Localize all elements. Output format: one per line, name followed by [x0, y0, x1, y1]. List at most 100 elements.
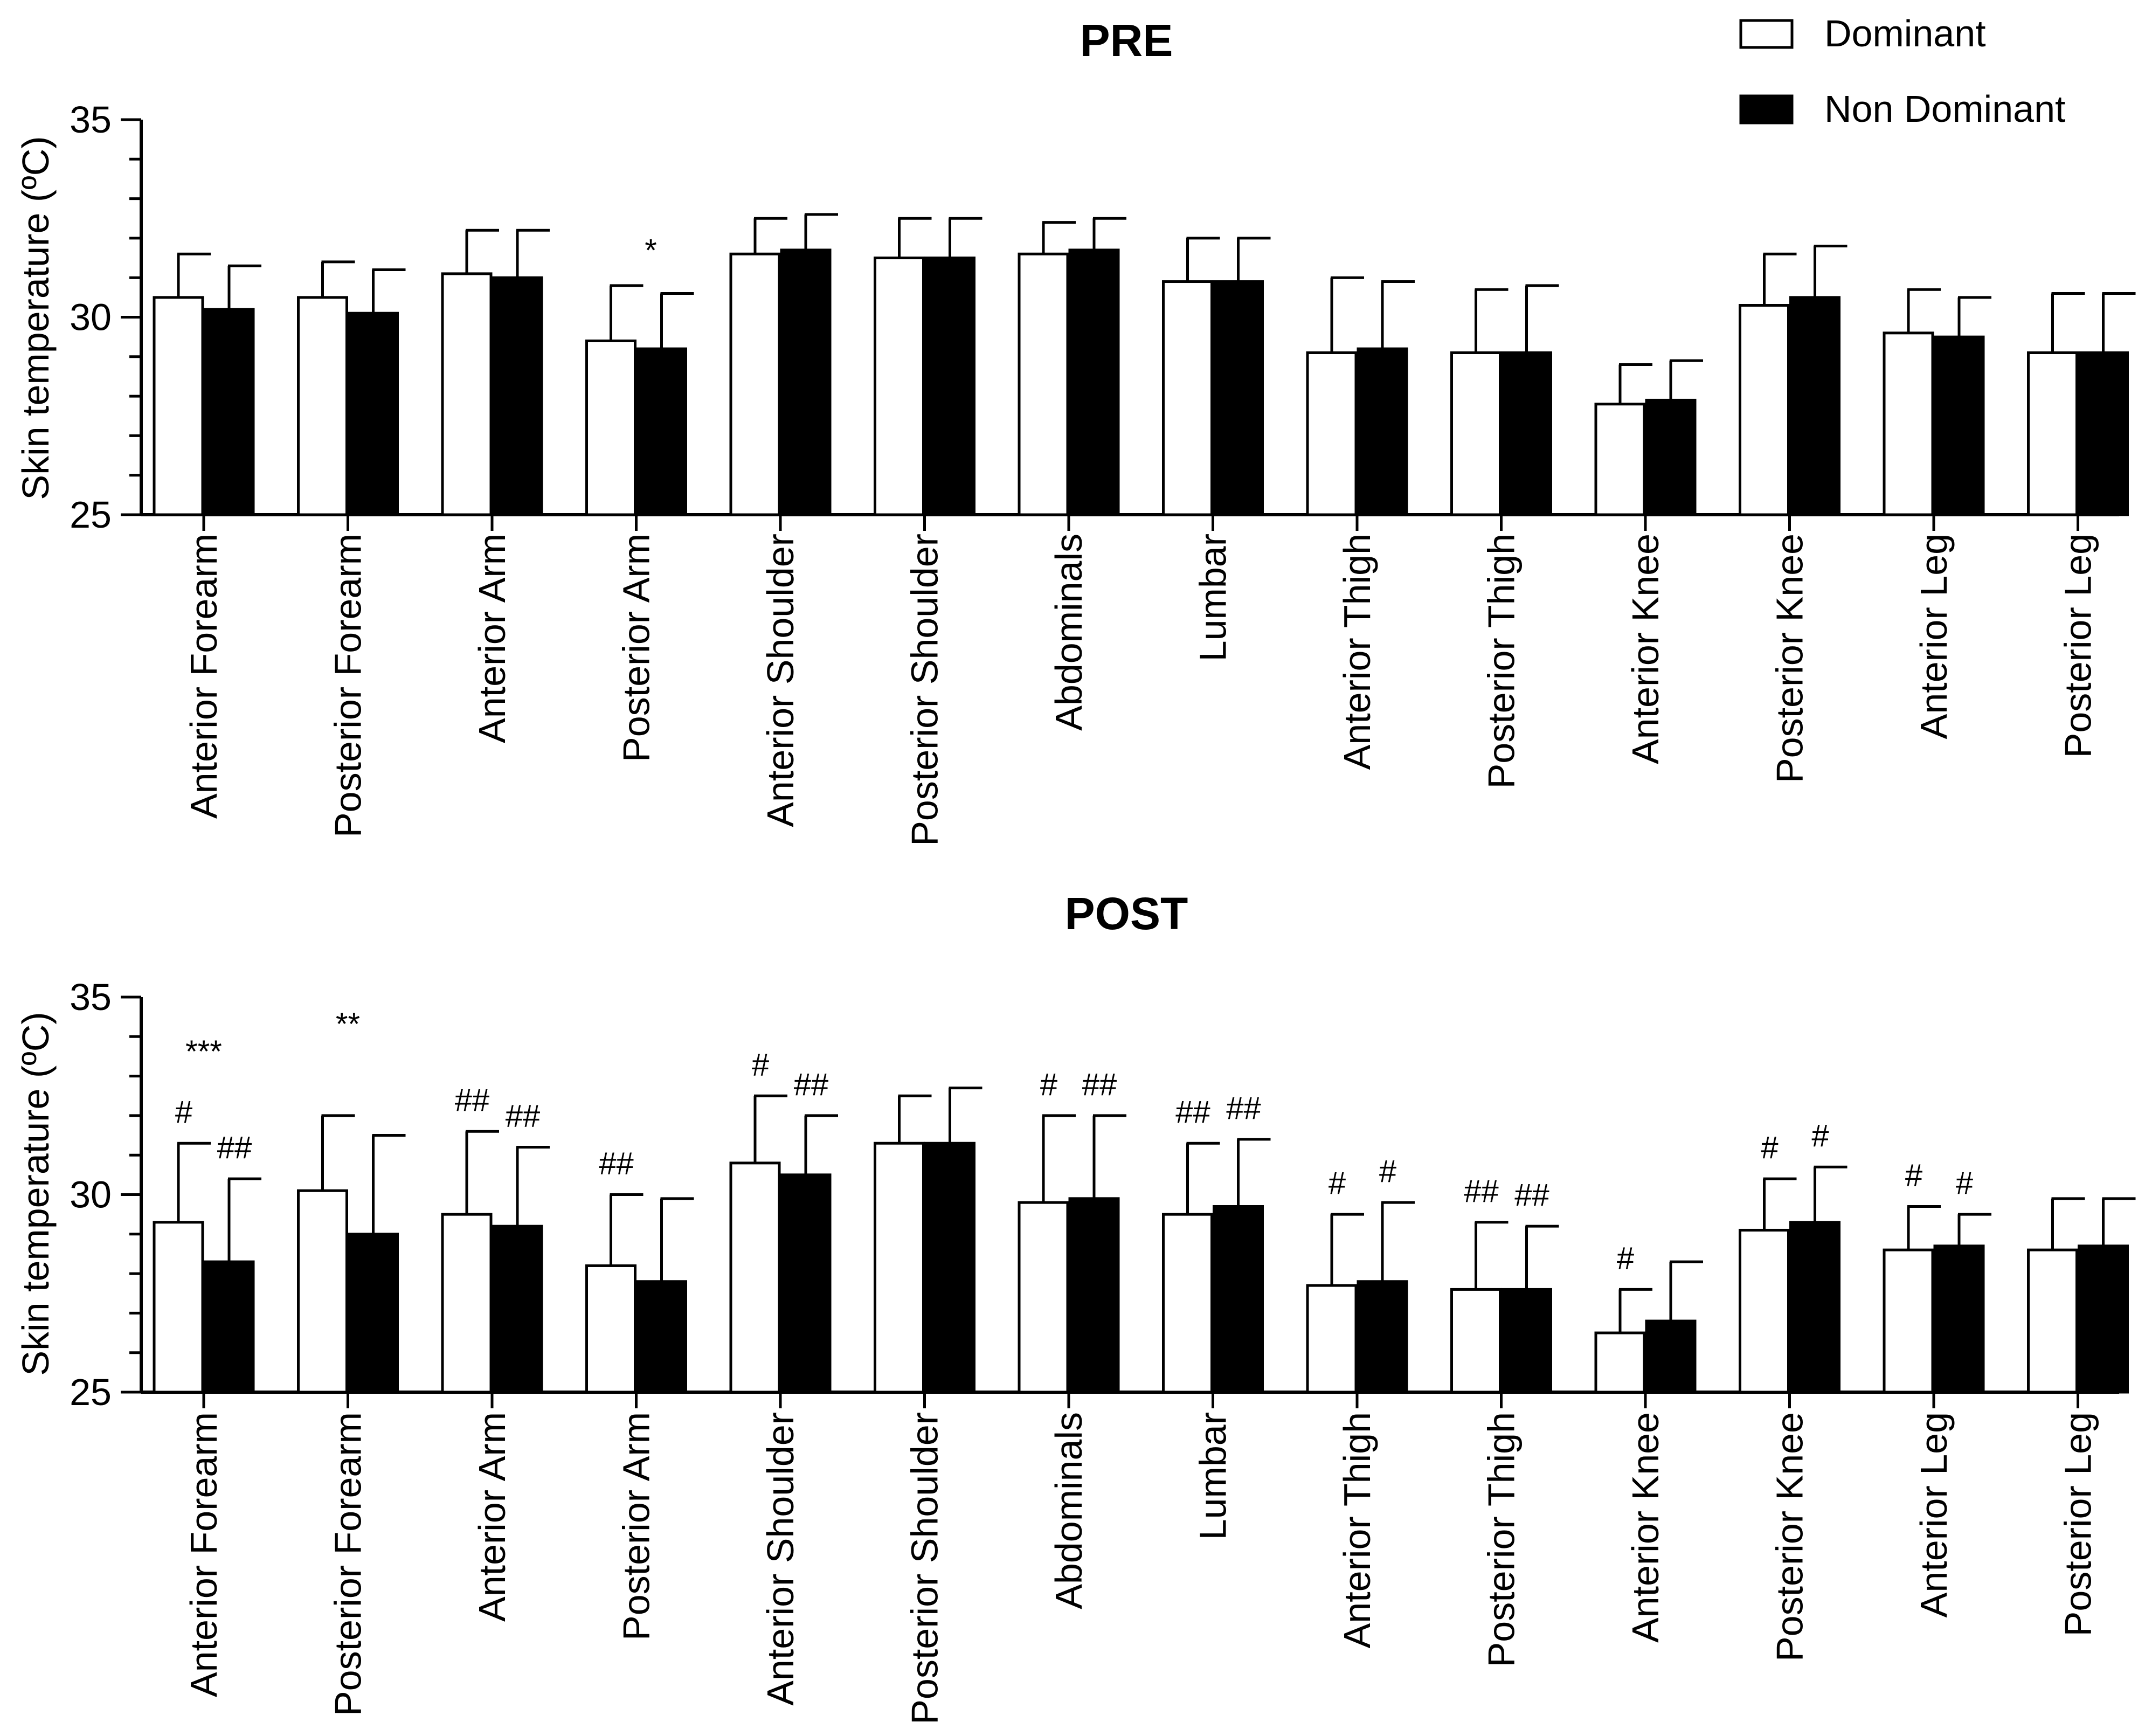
c1-bar-dominant-posterior-knee — [1739, 1228, 1790, 1394]
c0-x-tick-label-anterior-knee: Anterior Knee — [1624, 534, 1666, 764]
c0-bar-non-dominant-anterior-knee — [1645, 398, 1697, 516]
c0-bar-dominant-anterior-knee — [1594, 403, 1646, 516]
c1-bar-dominant-posterior-shoulder — [874, 1142, 925, 1394]
c1-bar-non-dominant-posterior-arm — [636, 1280, 687, 1394]
c0-bar-non-dominant-lumbar — [1213, 280, 1264, 516]
c1-annotation-16: ## — [1514, 1178, 1549, 1213]
c1-bar-dominant-posterior-thigh — [1450, 1288, 1502, 1394]
c0-x-tick-label-posterior-forearm: Posterior Forearm — [327, 534, 369, 838]
c1-annotation-3: ** — [336, 1007, 360, 1042]
c0-bar-dominant-posterior-leg — [2027, 351, 2078, 516]
c1-y-tick-label-30: 30 — [70, 1174, 112, 1216]
c1-x-tick-label-anterior-leg: Anterior Leg — [1913, 1412, 1955, 1617]
c1-annotation-17: # — [1617, 1241, 1634, 1276]
c0-bar-non-dominant-posterior-arm — [636, 347, 687, 516]
c1-x-tick-label-posterior-forearm: Posterior Forearm — [327, 1412, 369, 1716]
c1-y-tick-label-25: 25 — [70, 1371, 112, 1413]
c1-bar-non-dominant-anterior-knee — [1645, 1319, 1697, 1394]
c0-bar-non-dominant-anterior-thigh — [1357, 347, 1408, 516]
c1-bar-non-dominant-abdominals — [1068, 1197, 1120, 1394]
c1-annotation-10: ## — [1082, 1067, 1117, 1102]
c1-bar-dominant-lumbar — [1162, 1213, 1213, 1394]
c0-x-tick-label-anterior-leg: Anterior Leg — [1913, 534, 1955, 739]
legend-swatch-non-dominant — [1739, 94, 1794, 125]
c1-bar-non-dominant-posterior-thigh — [1501, 1288, 1552, 1394]
c1-bar-dominant-abdominals — [1018, 1201, 1069, 1394]
c0-bar-dominant-anterior-forearm — [153, 296, 204, 516]
c1-x-tick-label-posterior-thigh: Posterior Thigh — [1480, 1412, 1523, 1667]
c1-x-tick-label-anterior-shoulder: Anterior Shoulder — [759, 1412, 801, 1706]
c0-bar-non-dominant-anterior-arm — [492, 276, 543, 516]
legend: Dominant Non Dominant — [1739, 12, 2065, 130]
c0-y-tick-label-25: 25 — [70, 494, 112, 536]
c0-bar-dominant-anterior-leg — [1883, 331, 1934, 516]
chart-title-post: POST — [1065, 888, 1188, 939]
c1-x-tick-label-anterior-thigh: Anterior Thigh — [1336, 1412, 1378, 1648]
c1-annotation-11: ## — [1175, 1095, 1210, 1130]
c1-x-tick-label-posterior-arm: Posterior Arm — [615, 1412, 658, 1641]
pre-chart: PRE Skin temperature (ºC) 25 30 35 Anterior… — [15, 15, 2136, 846]
c1-bar-non-dominant-anterior-leg — [1933, 1244, 1985, 1394]
c0-bar-non-dominant-posterior-forearm — [348, 312, 399, 516]
post-chart: POST Skin temperature (ºC) 25 30 35 Anterio… — [15, 888, 2136, 1725]
c0-bar-dominant-posterior-knee — [1739, 304, 1790, 516]
c1-x-tick-label-anterior-arm: Anterior Arm — [471, 1412, 513, 1622]
c1-bar-non-dominant-posterior-leg — [2078, 1244, 2129, 1394]
c1-bar-non-dominant-lumbar — [1213, 1205, 1264, 1394]
c1-x-tick-label-anterior-forearm: Anterior Forearm — [183, 1412, 225, 1697]
c0-x-tick-label-abdominals: Abdominals — [1048, 534, 1090, 731]
chart-title-pre: PRE — [1080, 15, 1173, 66]
c1-bar-dominant-anterior-knee — [1594, 1331, 1646, 1394]
c1-bar-non-dominant-anterior-forearm — [203, 1260, 255, 1394]
y-axis-label-post: Skin temperature (ºC) — [15, 1012, 57, 1375]
c1-bar-dominant-anterior-shoulder — [729, 1161, 781, 1394]
c0-annotation-0: * — [645, 233, 657, 268]
c1-annotation-20: # — [1905, 1158, 1922, 1193]
c1-annotation-12: ## — [1226, 1091, 1261, 1126]
c0-bar-dominant-anterior-arm — [441, 272, 493, 516]
c1-bar-dominant-posterior-forearm — [297, 1189, 348, 1394]
c1-annotation-13: # — [1329, 1166, 1346, 1201]
c1-annotation-2: *** — [185, 1034, 222, 1069]
c0-x-tick-label-anterior-shoulder: Anterior Shoulder — [759, 534, 801, 827]
c0-x-tick-label-lumbar: Lumbar — [1192, 534, 1234, 661]
c1-annotation-0: # — [175, 1095, 192, 1130]
c1-bar-dominant-anterior-leg — [1883, 1248, 1934, 1394]
c0-y-tick-label-35: 35 — [70, 99, 112, 141]
c1-x-tick-label-posterior-knee: Posterior Knee — [1769, 1412, 1811, 1662]
c0-bar-dominant-lumbar — [1162, 280, 1213, 516]
c0-x-tick-label-anterior-arm: Anterior Arm — [471, 534, 513, 743]
c0-x-tick-label-posterior-leg: Posterior Leg — [2057, 534, 2099, 758]
c0-x-tick-label-posterior-knee: Posterior Knee — [1769, 534, 1811, 783]
c0-y-tick-label-30: 30 — [70, 296, 112, 338]
c0-bar-non-dominant-anterior-shoulder — [780, 248, 832, 516]
c1-x-tick-label-abdominals: Abdominals — [1048, 1412, 1090, 1609]
c0-x-tick-label-anterior-thigh: Anterior Thigh — [1336, 534, 1378, 770]
c0-bar-non-dominant-posterior-thigh — [1501, 351, 1552, 516]
c1-bar-dominant-anterior-forearm — [153, 1221, 204, 1394]
c1-bar-non-dominant-posterior-forearm — [348, 1233, 399, 1394]
c1-bar-non-dominant-anterior-thigh — [1357, 1280, 1408, 1394]
c1-annotation-7: # — [752, 1047, 769, 1082]
c1-bar-non-dominant-posterior-shoulder — [924, 1142, 975, 1394]
c0-x-tick-label-posterior-arm: Posterior Arm — [615, 534, 658, 762]
legend-label-non-dominant: Non Dominant — [1824, 88, 2065, 130]
c1-x-tick-label-lumbar: Lumbar — [1192, 1412, 1234, 1540]
y-axis-label-pre: Skin temperature (ºC) — [15, 136, 57, 500]
c1-annotation-8: ## — [794, 1067, 829, 1102]
c0-bar-non-dominant-posterior-leg — [2078, 351, 2129, 516]
c1-annotation-19: # — [1811, 1118, 1829, 1153]
c1-x-tick-label-posterior-shoulder: Posterior Shoulder — [904, 1412, 946, 1725]
legend-label-dominant: Dominant — [1824, 12, 1986, 54]
c1-annotation-4: ## — [455, 1083, 490, 1118]
c1-annotation-9: # — [1040, 1067, 1057, 1102]
c0-bar-non-dominant-posterior-knee — [1789, 296, 1841, 516]
c1-annotation-14: # — [1379, 1154, 1396, 1189]
c1-bar-non-dominant-anterior-shoulder — [780, 1173, 832, 1394]
c0-bar-non-dominant-abdominals — [1068, 248, 1120, 516]
post-plot-area: 25 30 35 Anterior Forearm Posterior Forearm A… — [70, 976, 2136, 1725]
c1-annotation-6: ## — [599, 1146, 634, 1181]
c1-bar-dominant-posterior-leg — [2027, 1248, 2078, 1394]
c0-bar-non-dominant-anterior-forearm — [203, 308, 255, 516]
